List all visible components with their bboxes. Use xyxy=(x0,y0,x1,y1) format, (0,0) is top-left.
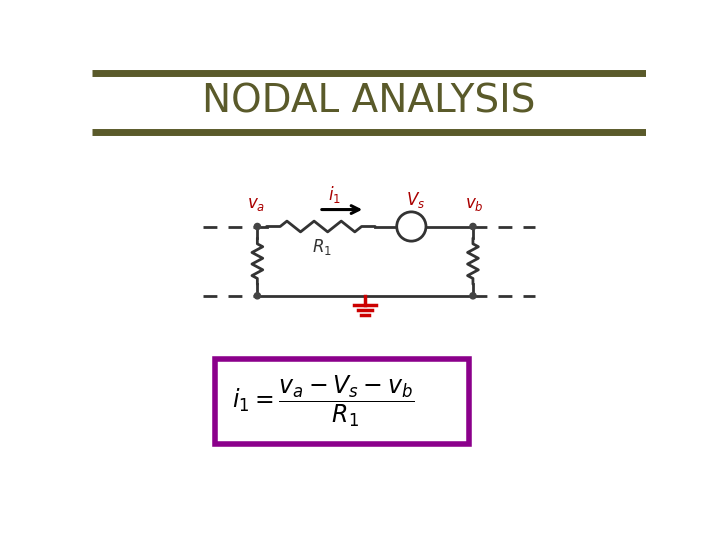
Text: $R_1$: $R_1$ xyxy=(312,237,333,257)
Circle shape xyxy=(397,212,426,241)
Text: $v_b$: $v_b$ xyxy=(465,194,484,213)
Text: NODAL ANALYSIS: NODAL ANALYSIS xyxy=(202,83,536,121)
Text: $v_a$: $v_a$ xyxy=(247,194,265,213)
Text: |: | xyxy=(413,221,417,232)
Circle shape xyxy=(470,293,476,299)
Circle shape xyxy=(254,293,261,299)
Circle shape xyxy=(254,224,261,230)
Circle shape xyxy=(470,224,476,230)
Text: $i_1 = \dfrac{v_a - V_s - v_b}{R_1}$: $i_1 = \dfrac{v_a - V_s - v_b}{R_1}$ xyxy=(232,373,414,429)
Text: $i_1$: $i_1$ xyxy=(328,184,341,205)
Text: $V_s$: $V_s$ xyxy=(406,190,426,210)
Text: +: + xyxy=(402,220,413,233)
Bar xyxy=(215,359,469,444)
